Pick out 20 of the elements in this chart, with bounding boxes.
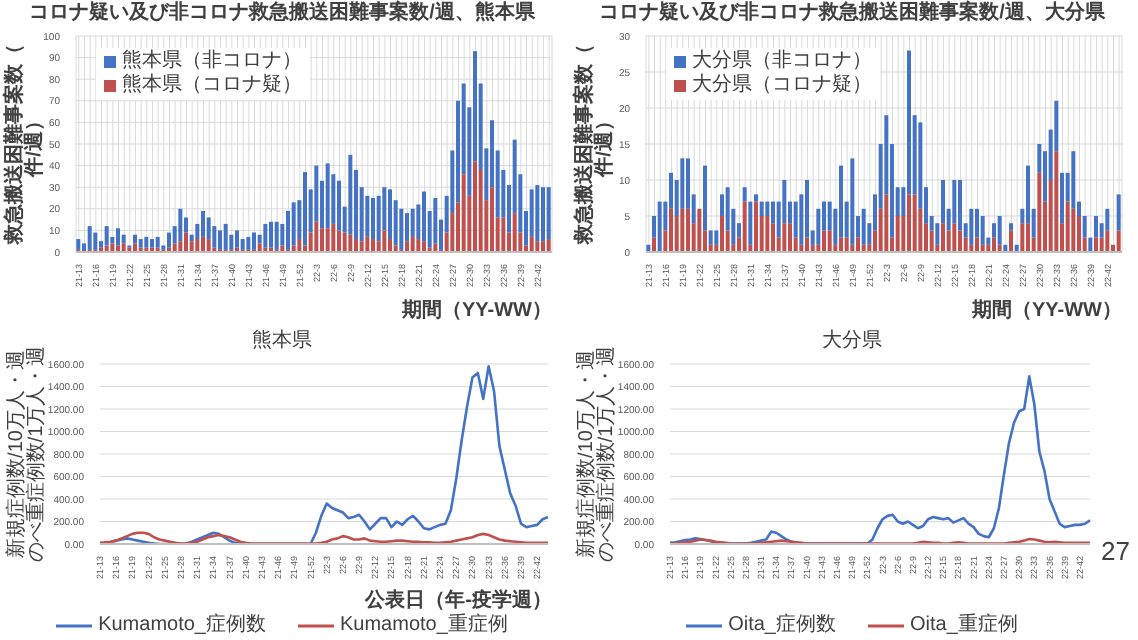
chart-title: コロナ疑い及び非コロナ救急搬送困難事案数/週、大分県 [597, 2, 1107, 26]
y-axis-title: 新規症例数/10万人・週のべ重症例数/1万人・週 [6, 344, 48, 564]
chart-title: 熊本県 [252, 330, 312, 352]
y-axis-title: 救急搬送困難事案数（件/週） [4, 42, 46, 249]
legend-label: 熊本県（非コロナ） [122, 50, 302, 73]
chart-title: コロナ疑い及び非コロナ救急搬送困難事案数/週、熊本県 [27, 2, 537, 26]
legend-label: 熊本県（コロナ疑） [122, 74, 302, 98]
legend-label: Oita_重症例 [910, 614, 1018, 638]
legend-label: Oita_症例数 [728, 614, 836, 638]
x-axis-title: 公表日（年-疫学週） [365, 590, 552, 612]
y-axis-title: 新規症例数/10万人・週のべ重症例数/1万人・週 [576, 344, 618, 564]
text: 27 [1101, 536, 1130, 566]
x-axis-title: 期間（YY-WW） [402, 300, 552, 322]
chart-title: 大分県 [822, 330, 882, 352]
y-axis-title: 救急搬送困難事案数（件/週） [574, 42, 616, 249]
legend-label: Kumamoto_重症例 [340, 614, 508, 638]
legend-label: Kumamoto_症例数 [98, 614, 266, 638]
legend-label: 大分県（コロナ疑） [692, 74, 872, 98]
x-axis-title: 期間（YY-WW） [972, 300, 1122, 322]
legend-label: 大分県（非コロナ） [692, 50, 872, 73]
